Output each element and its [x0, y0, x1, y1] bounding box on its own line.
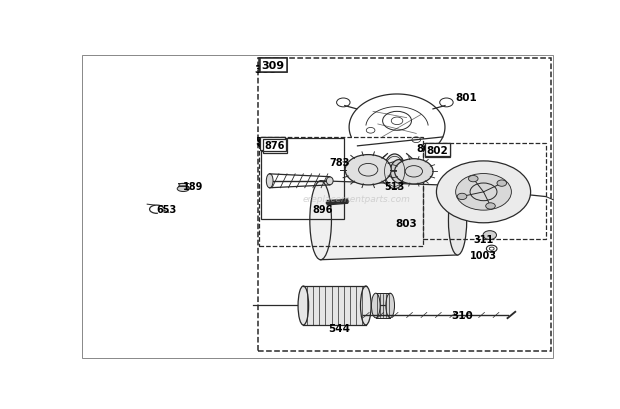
Ellipse shape — [326, 178, 333, 185]
Circle shape — [469, 176, 478, 182]
Ellipse shape — [267, 174, 273, 189]
Ellipse shape — [448, 186, 467, 255]
Text: 802: 802 — [417, 143, 438, 153]
Ellipse shape — [391, 160, 409, 184]
Bar — [259, 137, 423, 246]
Text: 544: 544 — [329, 323, 350, 333]
Text: 801: 801 — [456, 93, 477, 103]
Text: 876: 876 — [264, 141, 285, 151]
Text: 513: 513 — [384, 181, 405, 191]
Text: 653: 653 — [156, 205, 177, 215]
Circle shape — [456, 174, 512, 211]
Ellipse shape — [386, 294, 394, 318]
Circle shape — [345, 155, 391, 185]
Text: 309: 309 — [262, 61, 285, 71]
Circle shape — [483, 231, 497, 240]
Polygon shape — [321, 181, 458, 260]
Circle shape — [394, 159, 433, 184]
Text: 783: 783 — [329, 157, 350, 167]
Text: 510: 510 — [262, 139, 284, 149]
Text: 309: 309 — [262, 61, 285, 71]
Text: 1003: 1003 — [470, 250, 497, 261]
Ellipse shape — [298, 286, 309, 325]
Ellipse shape — [371, 294, 380, 318]
Circle shape — [457, 194, 467, 200]
Bar — [423, 144, 546, 240]
Text: 896: 896 — [312, 205, 333, 215]
Circle shape — [497, 180, 507, 187]
Circle shape — [436, 162, 531, 223]
Text: 802: 802 — [427, 146, 448, 156]
Polygon shape — [376, 294, 390, 318]
Text: 310: 310 — [451, 310, 473, 320]
Ellipse shape — [384, 155, 405, 189]
Ellipse shape — [310, 181, 332, 260]
Text: 876: 876 — [256, 139, 277, 148]
Text: 876: 876 — [265, 142, 285, 151]
Polygon shape — [303, 286, 366, 325]
Bar — [258, 58, 551, 351]
Text: 510: 510 — [255, 137, 277, 147]
Text: 802: 802 — [427, 146, 448, 155]
Text: 309: 309 — [255, 65, 278, 74]
Ellipse shape — [179, 184, 187, 187]
Text: 803: 803 — [396, 219, 417, 229]
Text: 189: 189 — [183, 181, 203, 191]
Text: ereplacementparts.com: ereplacementparts.com — [303, 194, 410, 203]
Ellipse shape — [177, 187, 189, 192]
Text: 311: 311 — [474, 235, 494, 245]
Ellipse shape — [360, 286, 371, 325]
Bar — [261, 139, 344, 219]
Circle shape — [485, 203, 495, 209]
Text: 510: 510 — [263, 140, 283, 150]
